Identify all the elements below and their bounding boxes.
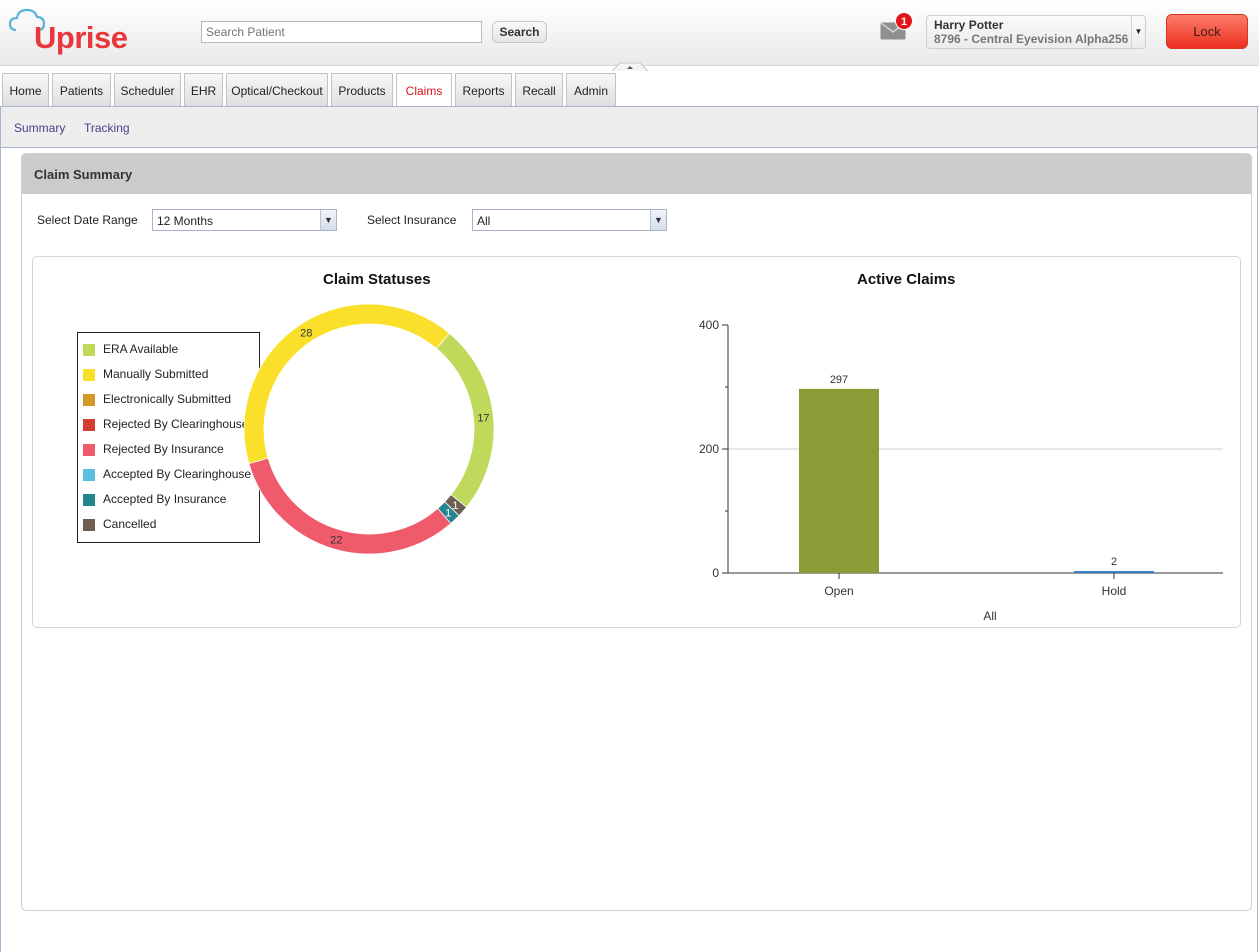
insurance-select[interactable]: All ▼ <box>472 209 667 231</box>
donut-slice-label: 1 <box>452 500 458 512</box>
chevron-down-icon[interactable]: ▼ <box>650 210 666 230</box>
legend-label: Rejected By Insurance <box>103 442 224 456</box>
legend-label: Cancelled <box>103 517 157 531</box>
legend-swatch <box>83 419 95 431</box>
legend-label: Manually Submitted <box>103 367 209 381</box>
subnav-summary[interactable]: Summary <box>14 121 66 135</box>
user-location-dropdown[interactable]: Harry Potter 8796 - Central Eyevision Al… <box>926 15 1146 49</box>
x-category-label: Hold <box>1102 584 1127 598</box>
search-patient-input[interactable] <box>201 21 482 43</box>
tab-scheduler[interactable]: Scheduler <box>114 73 181 107</box>
donut-slice-label: 1 <box>445 507 451 519</box>
date-range-value: 12 Months <box>157 214 214 228</box>
tab-reports[interactable]: Reports <box>455 73 512 107</box>
frame-border-right <box>1257 148 1258 952</box>
donut-slice[interactable] <box>248 457 452 555</box>
y-tick-label: 400 <box>699 318 719 332</box>
x-axis-label: All <box>983 609 996 623</box>
y-tick-label: 0 <box>712 566 719 580</box>
bar-hold[interactable] <box>1074 571 1154 573</box>
insurance-label: Select Insurance <box>367 213 457 227</box>
bar-value-label: 297 <box>830 374 848 386</box>
legend-swatch <box>83 394 95 406</box>
insurance-value: All <box>477 214 491 228</box>
legend-swatch <box>83 369 95 381</box>
legend-swatch <box>83 469 95 481</box>
y-tick-label: 200 <box>699 442 719 456</box>
donut-slice-label: 22 <box>330 534 342 546</box>
tab-admin[interactable]: Admin <box>566 73 616 107</box>
tab-home[interactable]: Home <box>2 73 49 107</box>
date-range-label: Select Date Range <box>37 213 138 227</box>
legend-label: Rejected By Clearinghouse <box>103 417 249 431</box>
claim-statuses-title: Claim Statuses <box>323 271 431 288</box>
logo-text: Uprise <box>34 20 128 55</box>
lock-button[interactable]: Lock <box>1166 14 1248 49</box>
tab-recall[interactable]: Recall <box>515 73 563 107</box>
bar-value-label: 2 <box>1111 556 1117 568</box>
claim-statuses-donut: 17 11 22 28 <box>244 303 495 555</box>
legend-swatch <box>83 344 95 356</box>
tab-products[interactable]: Products <box>331 73 393 107</box>
subnav-tracking[interactable]: Tracking <box>84 121 130 135</box>
date-range-select[interactable]: 12 Months ▼ <box>152 209 337 231</box>
user-name: Harry Potter <box>934 18 1004 32</box>
search-button[interactable]: Search <box>492 21 547 43</box>
active-claims-title: Active Claims <box>857 271 956 288</box>
donut-slice-label: 17 <box>477 413 489 425</box>
tab-ehr[interactable]: EHR <box>184 73 223 107</box>
x-category-label: Open <box>824 584 853 598</box>
panel-title: Claim Summary <box>34 167 133 182</box>
legend-label: ERA Available <box>103 342 179 356</box>
caret-down-icon[interactable]: ▼ <box>1131 16 1145 48</box>
panel-header: Claim Summary <box>22 154 1251 194</box>
legend-swatch <box>83 444 95 456</box>
legend-label: Electronically Submitted <box>103 392 232 406</box>
frame-border-left <box>0 148 1 952</box>
charts-container: Claim Statuses ERA Available Manually Sub… <box>32 256 1241 628</box>
uprise-logo[interactable]: Uprise <box>8 6 138 58</box>
tab-patients[interactable]: Patients <box>52 73 111 107</box>
notification-badge[interactable]: 1 <box>895 12 913 30</box>
claims-subnav: Summary Tracking <box>0 107 1258 148</box>
active-claims-bar-chart: 0 200 400 297 Open 2 Hold All <box>699 318 1223 623</box>
donut-slice-label: 28 <box>300 328 312 340</box>
user-location: 8796 - Central Eyevision Alpha256 <box>934 32 1129 46</box>
tab-optical-checkout[interactable]: Optical/Checkout <box>226 73 328 107</box>
tab-divider <box>0 106 1259 107</box>
collapse-header-icon[interactable] <box>612 62 648 72</box>
chevron-down-icon[interactable]: ▼ <box>320 210 336 230</box>
claim-statuses-legend: ERA Available Manually Submitted Electroni… <box>77 332 260 543</box>
app-header: Uprise Search 1 Harry Potter 8796 - Cent… <box>0 0 1259 66</box>
legend-label: Accepted By Insurance <box>103 492 227 506</box>
legend-swatch <box>83 519 95 531</box>
legend-swatch <box>83 494 95 506</box>
tab-claims[interactable]: Claims <box>396 73 452 108</box>
donut-slice[interactable] <box>244 303 450 465</box>
legend-label: Accepted By Clearinghouse <box>103 467 252 481</box>
bar-open[interactable] <box>799 388 879 573</box>
claim-summary-panel: Claim Summary Select Date Range 12 Month… <box>21 153 1252 911</box>
cloud-logo-icon <box>8 8 46 32</box>
